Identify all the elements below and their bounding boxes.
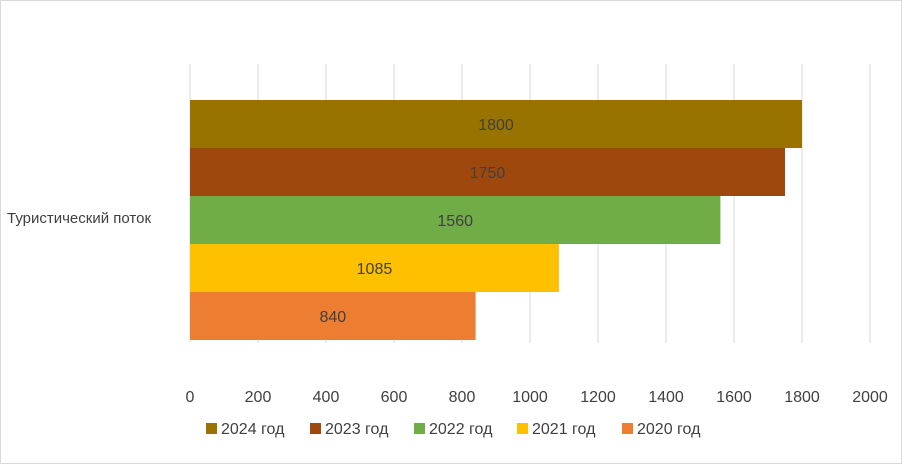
legend-item: 2024 год bbox=[206, 421, 285, 438]
tick-label: 200 bbox=[245, 389, 272, 406]
bar bbox=[190, 196, 721, 244]
bars bbox=[190, 100, 802, 340]
legend-label: 2020 год bbox=[637, 421, 701, 438]
legend-label: 2023 год bbox=[325, 421, 389, 438]
bar bbox=[190, 244, 559, 292]
legend-swatch bbox=[310, 423, 321, 434]
data-label: 1750 bbox=[470, 165, 506, 182]
tick-label: 1400 bbox=[648, 389, 684, 406]
legend-swatch bbox=[622, 423, 633, 434]
legend-item: 2020 год bbox=[622, 421, 701, 438]
x-axis-ticks: 0 200 400 600 800 1000 1200 1400 1600 1800 2000 bbox=[186, 389, 888, 406]
legend-swatch bbox=[206, 423, 217, 434]
bar bbox=[190, 292, 476, 340]
data-label: 1800 bbox=[478, 117, 514, 134]
bar bbox=[190, 148, 785, 196]
legend-item: 2023 год bbox=[310, 421, 389, 438]
legend-item: 2021 год bbox=[517, 421, 596, 438]
tick-label: 800 bbox=[449, 389, 476, 406]
tick-label: 1800 bbox=[784, 389, 820, 406]
data-label: 1560 bbox=[437, 213, 473, 230]
tick-label: 1600 bbox=[716, 389, 752, 406]
tick-label: 600 bbox=[381, 389, 408, 406]
tick-label: 2000 bbox=[852, 389, 888, 406]
tick-label: 400 bbox=[313, 389, 340, 406]
category-label: Туристический поток bbox=[7, 210, 151, 227]
bar bbox=[190, 100, 802, 148]
tick-label: 1200 bbox=[580, 389, 616, 406]
legend-label: 2024 год bbox=[221, 421, 285, 438]
data-labels: 1800 1750 1560 1085 840 bbox=[319, 117, 513, 326]
data-label: 1085 bbox=[357, 261, 393, 278]
legend-item: 2022 год bbox=[414, 421, 493, 438]
tick-label: 0 bbox=[186, 389, 195, 406]
legend-label: 2021 год bbox=[532, 421, 596, 438]
data-label: 840 bbox=[319, 309, 346, 326]
legend: 2024 год 2023 год 2022 год 2021 год 2020 год bbox=[206, 421, 701, 438]
legend-swatch bbox=[414, 423, 425, 434]
legend-label: 2022 год bbox=[429, 421, 493, 438]
legend-swatch bbox=[517, 423, 528, 434]
tick-label: 1000 bbox=[512, 389, 548, 406]
